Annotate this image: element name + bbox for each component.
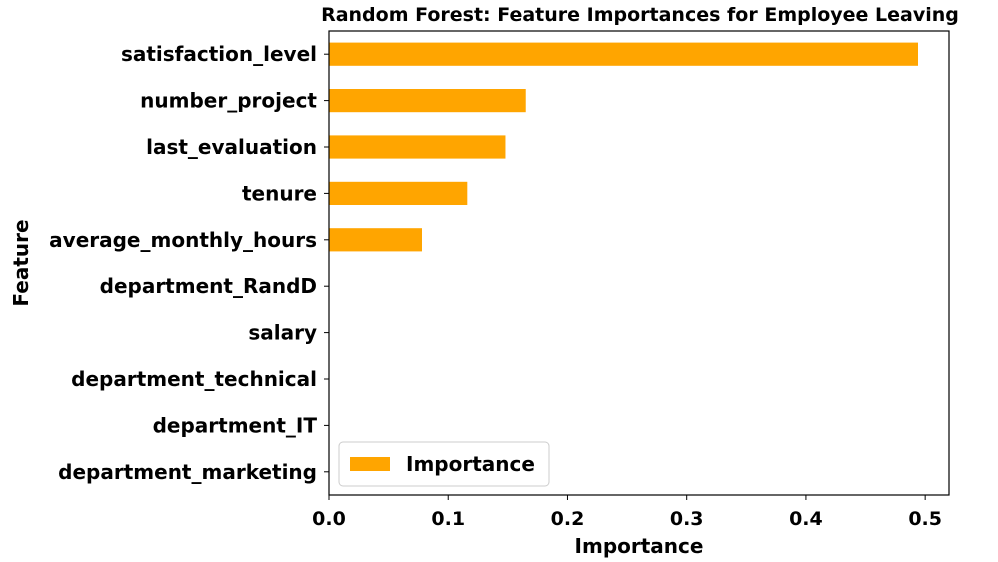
y-tick-label: department_RandD <box>100 274 317 298</box>
x-tick-label: 0.3 <box>670 508 704 530</box>
x-tick-label: 0.0 <box>312 508 346 530</box>
y-tick-label: department_marketing <box>58 460 317 484</box>
y-tick-label: last_evaluation <box>146 135 317 159</box>
chart-title: Random Forest: Feature Importances for E… <box>321 4 959 26</box>
plot-frame <box>328 30 950 496</box>
bar-average-monthly-hours <box>329 228 422 252</box>
bar-tenure <box>329 181 468 205</box>
x-tick-label: 0.4 <box>789 508 823 530</box>
bars-layer <box>329 42 918 252</box>
y-tick-label: department_technical <box>71 367 317 391</box>
y-tick-label: number_project <box>140 89 317 113</box>
legend-label: Importance <box>406 452 535 476</box>
bar-satisfaction-level <box>329 42 918 66</box>
legend-swatch <box>350 457 390 471</box>
x-tick-label: 0.5 <box>908 508 942 530</box>
y-tick-label: tenure <box>242 181 317 205</box>
y-tick-label: average_monthly_hours <box>49 228 317 252</box>
x-axis-label: Importance <box>575 534 704 558</box>
bar-number-project <box>329 89 526 113</box>
x-tick-label: 0.1 <box>431 508 465 530</box>
x-axis-ticks: 0.0 0.1 0.2 0.3 0.4 0.5 <box>312 495 942 530</box>
y-tick-labels: satisfaction_level number_project last_eva… <box>49 42 329 484</box>
y-tick-label: salary <box>248 321 317 345</box>
bar-last-evaluation <box>329 135 506 159</box>
y-tick-label: satisfaction_level <box>121 42 317 66</box>
y-tick-label: department_IT <box>153 413 318 437</box>
y-axis-label: Feature <box>9 219 33 306</box>
x-tick-label: 0.2 <box>551 508 585 530</box>
legend-box <box>338 441 550 487</box>
legend: Importance <box>338 441 550 487</box>
